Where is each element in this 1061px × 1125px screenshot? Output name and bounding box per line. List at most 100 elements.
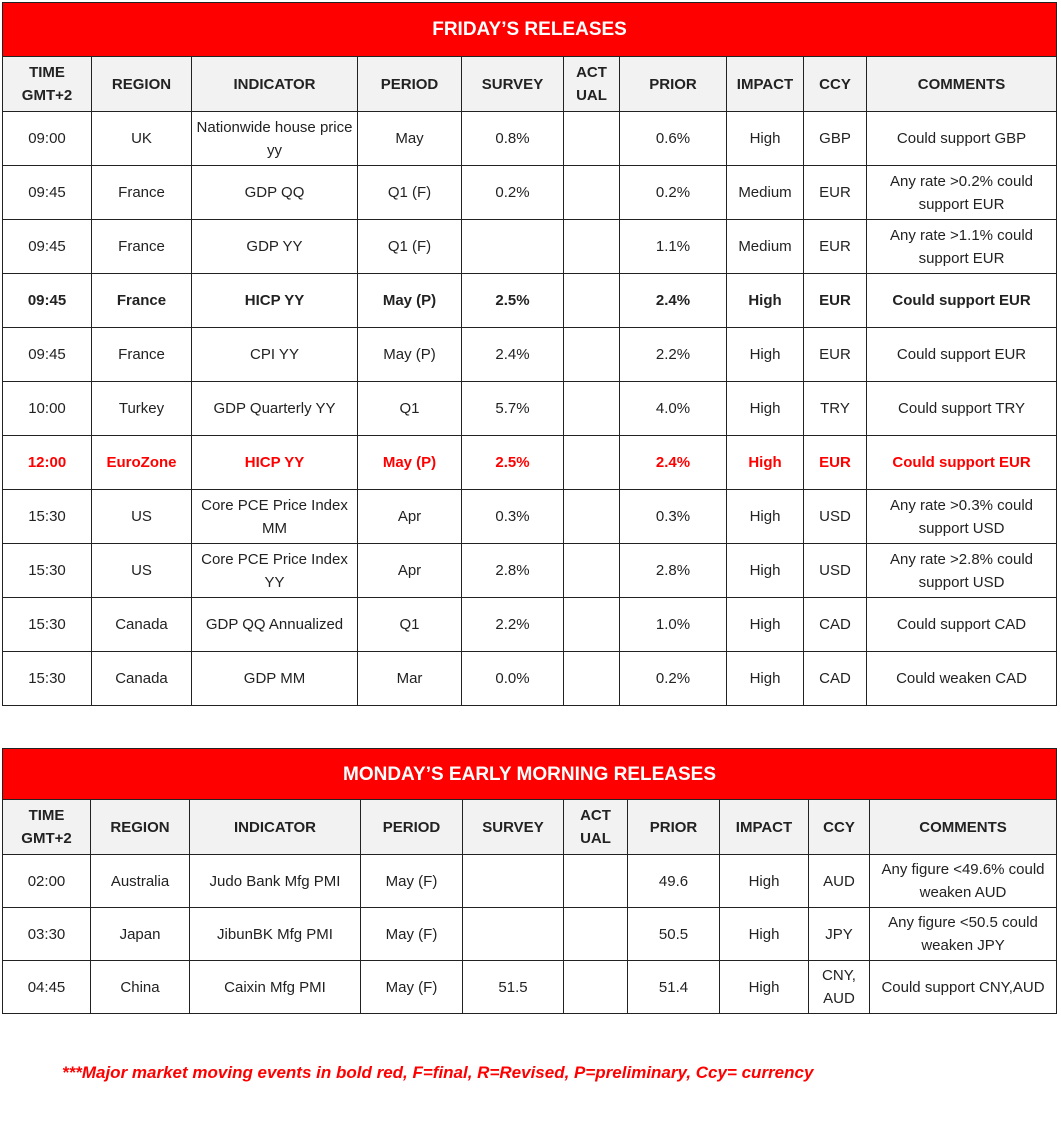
cell-impact: High — [726, 597, 804, 652]
cell-time: 09:45 — [2, 165, 92, 220]
table-title: FRIDAY’S RELEASES — [1, 2, 1058, 57]
cell-region: Japan — [90, 907, 190, 961]
column-header-time: TIME GMT+2 — [2, 799, 91, 855]
cell-indicator: GDP MM — [191, 651, 358, 706]
cell-indicator: HICP YY — [191, 273, 358, 328]
cell-ccy: GBP — [803, 111, 867, 166]
cell-actual — [563, 111, 620, 166]
header-row: TIME GMT+2 REGION INDICATOR PERIOD SURVEY ACT… — [2, 56, 1058, 112]
column-header-prior: PRIOR — [627, 799, 720, 855]
cell-prior: 2.2% — [619, 327, 727, 382]
cell-indicator: GDP QQ — [191, 165, 358, 220]
cell-prior: 2.4% — [619, 435, 727, 490]
column-header-comments: COMMENTS — [865, 56, 1058, 112]
cell-period: Apr — [357, 489, 462, 544]
cell-impact: High — [726, 543, 804, 598]
cell-period: May (F) — [360, 907, 463, 961]
cell-impact: High — [726, 435, 804, 490]
header-row: TIME GMT+2 REGION INDICATOR PERIOD SURVEY ACT… — [2, 799, 1058, 855]
cell-region: UK — [91, 111, 192, 166]
cell-prior: 50.5 — [627, 907, 720, 961]
cell-region: Canada — [91, 651, 192, 706]
table-title: MONDAY’S EARLY MORNING RELEASES — [1, 748, 1058, 800]
cell-indicator: Core PCE Price Index MM — [191, 489, 358, 544]
cell-indicator: Nationwide house price yy — [191, 111, 358, 166]
cell-survey: 2.4% — [461, 327, 564, 382]
cell-ccy: CNY, AUD — [808, 960, 870, 1014]
table-row: 09:45 France GDP YY Q1 (F) 1.1% Medium EUR Any … — [2, 219, 1058, 274]
cell-prior: 2.8% — [619, 543, 727, 598]
cell-period: Q1 (F) — [357, 165, 462, 220]
cell-prior: 51.4 — [627, 960, 720, 1014]
cell-region: EuroZone — [91, 435, 192, 490]
cell-survey: 51.5 — [462, 960, 564, 1014]
cell-actual — [563, 907, 628, 961]
cell-period: Q1 — [357, 597, 462, 652]
cell-region: US — [91, 489, 192, 544]
cell-ccy: TRY — [803, 381, 867, 436]
column-header-ccy: CCY — [808, 799, 870, 855]
cell-indicator: GDP QQ Annualized — [191, 597, 358, 652]
cell-indicator: GDP Quarterly YY — [191, 381, 358, 436]
cell-region: Turkey — [91, 381, 192, 436]
cell-period: Q1 — [357, 381, 462, 436]
cell-time: 09:45 — [2, 219, 92, 274]
cell-comments: Could support CAD — [865, 597, 1058, 652]
table-row: 15:30 Canada GDP MM Mar 0.0% 0.2% High CAD Could… — [2, 651, 1058, 706]
cell-impact: High — [719, 854, 809, 908]
cell-prior: 1.0% — [619, 597, 727, 652]
cell-region: France — [91, 327, 192, 382]
cell-actual — [563, 854, 628, 908]
cell-actual — [563, 489, 620, 544]
cell-comments: Could support EUR — [865, 273, 1058, 328]
cell-prior: 1.1% — [619, 219, 727, 274]
table-row: 09:00 UK Nationwide house price yy May 0.8% 0… — [2, 111, 1058, 166]
cell-ccy: EUR — [803, 165, 867, 220]
cell-survey: 2.2% — [461, 597, 564, 652]
column-header-time: TIME GMT+2 — [2, 56, 92, 112]
cell-comments: Any figure <49.6% could weaken AUD — [868, 854, 1058, 908]
cell-actual — [563, 651, 620, 706]
column-header-actual: ACT UAL — [563, 56, 620, 112]
cell-survey — [462, 854, 564, 908]
cell-ccy: CAD — [803, 651, 867, 706]
cell-indicator: Caixin Mfg PMI — [189, 960, 361, 1014]
cell-indicator: Judo Bank Mfg PMI — [189, 854, 361, 908]
cell-period: May (P) — [357, 273, 462, 328]
cell-comments: Could support GBP — [865, 111, 1058, 166]
cell-period: May (F) — [360, 854, 463, 908]
table-row: 15:30 US Core PCE Price Index YY Apr 2.8% 2.8… — [2, 543, 1058, 598]
table-row: 02:00 Australia Judo Bank Mfg PMI May (F) 49… — [2, 854, 1058, 908]
cell-period: Q1 (F) — [357, 219, 462, 274]
cell-survey — [461, 219, 564, 274]
cell-impact: High — [726, 489, 804, 544]
cell-period: May (F) — [360, 960, 463, 1014]
cell-actual — [563, 435, 620, 490]
cell-prior: 49.6 — [627, 854, 720, 908]
cell-survey — [462, 907, 564, 961]
column-header-period: PERIOD — [357, 56, 462, 112]
cell-comments: Could support TRY — [865, 381, 1058, 436]
cell-period: May — [357, 111, 462, 166]
cell-ccy: EUR — [803, 219, 867, 274]
cell-region: China — [90, 960, 190, 1014]
cell-region: France — [91, 219, 192, 274]
cell-comments: Could weaken CAD — [865, 651, 1058, 706]
column-header-period: PERIOD — [360, 799, 463, 855]
cell-time: 09:45 — [2, 273, 92, 328]
cell-ccy: CAD — [803, 597, 867, 652]
cell-actual — [563, 165, 620, 220]
column-header-region: REGION — [90, 799, 190, 855]
cell-indicator: JibunBK Mfg PMI — [189, 907, 361, 961]
cell-time: 04:45 — [2, 960, 91, 1014]
cell-survey: 0.0% — [461, 651, 564, 706]
column-header-indicator: INDICATOR — [189, 799, 361, 855]
cell-period: May (P) — [357, 327, 462, 382]
cell-survey: 0.8% — [461, 111, 564, 166]
cell-prior: 0.3% — [619, 489, 727, 544]
cell-region: France — [91, 273, 192, 328]
table-row: 09:45 France GDP QQ Q1 (F) 0.2% 0.2% Medium EUR… — [2, 165, 1058, 220]
table-row: 04:45 China Caixin Mfg PMI May (F) 51.5 51.4 H… — [2, 960, 1058, 1014]
cell-time: 09:45 — [2, 327, 92, 382]
cell-region: Australia — [90, 854, 190, 908]
